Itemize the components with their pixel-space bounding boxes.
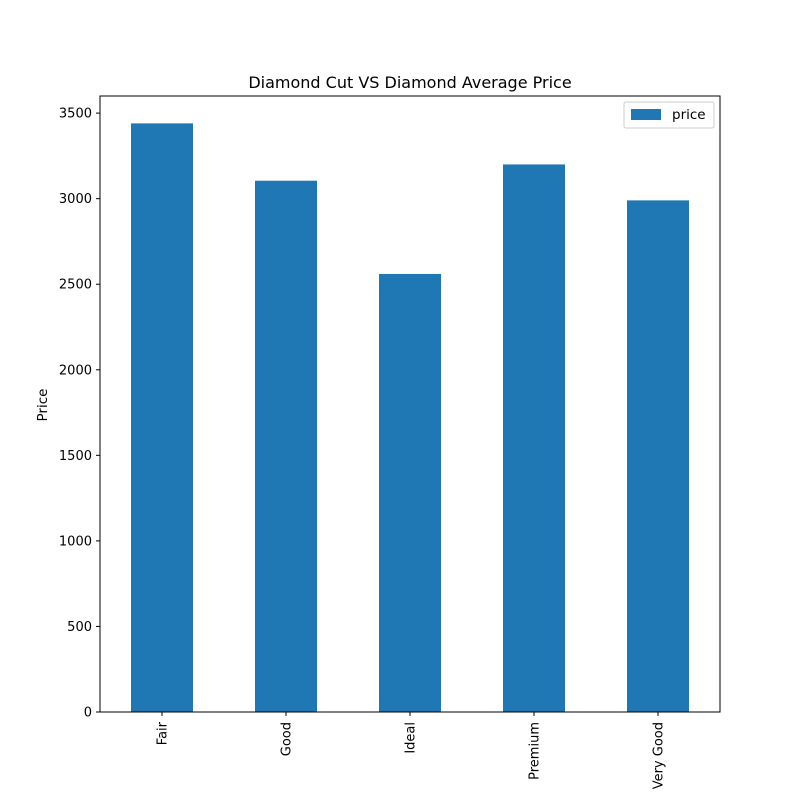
legend-box <box>623 101 715 129</box>
legend-label: price <box>672 107 706 123</box>
bars-layer <box>131 123 689 712</box>
x-axis: Fair Good Ideal Premium Very Good <box>156 712 667 789</box>
x-tick-label: Premium <box>528 722 543 780</box>
x-tick-label: Very Good <box>652 722 667 789</box>
y-tick-label: 3500 <box>59 107 92 122</box>
y-tick-label: 0 <box>84 706 92 721</box>
bar-ideal <box>379 273 441 712</box>
bar-fair <box>131 123 193 712</box>
y-axis: 0 500 1000 1500 2000 2500 3000 3500 <box>59 107 100 721</box>
y-tick-label: 3000 <box>59 192 92 207</box>
plot-frame <box>99 95 721 713</box>
legend-swatch <box>631 109 661 120</box>
bar-very-good <box>627 200 689 712</box>
y-tick-label: 2000 <box>59 363 92 378</box>
legend: price <box>623 101 715 129</box>
chart-title: Diamond Cut VS Diamond Average Price <box>248 73 571 92</box>
x-tick-label: Ideal <box>404 722 419 754</box>
y-tick-label: 2500 <box>59 278 92 293</box>
y-tick-label: 500 <box>67 620 92 635</box>
y-tick-label: 1500 <box>59 449 92 464</box>
bar-premium <box>503 164 565 712</box>
y-tick-label: 1000 <box>59 534 92 549</box>
x-tick-label: Good <box>280 722 295 756</box>
bar-good <box>255 180 317 712</box>
x-tick-label: Fair <box>156 721 171 745</box>
y-axis-title: Price <box>35 389 51 422</box>
